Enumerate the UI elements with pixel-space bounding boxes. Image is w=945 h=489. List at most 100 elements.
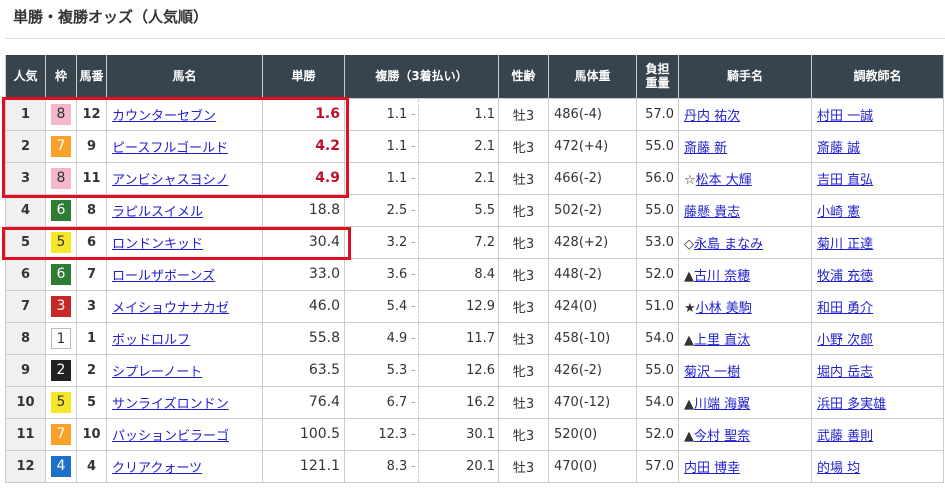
trainer-link[interactable]: 斎藤 誠 (817, 140, 861, 156)
waku-badge: 8 (51, 167, 71, 189)
horse-weight: 424(0) (548, 289, 638, 323)
jockey-link[interactable]: 藤懸 貴志 (684, 204, 741, 220)
place-odds-min: 4.9 (386, 330, 408, 346)
horse-name-link[interactable]: アンビシャスヨシノ (112, 172, 229, 188)
horse-name-link[interactable]: シプレーノート (112, 364, 203, 380)
popularity: 7 (5, 289, 46, 323)
horse-weight: 470(0) (548, 449, 638, 483)
trainer-link[interactable]: 武藤 善則 (817, 428, 874, 444)
jockey-link[interactable]: 川端 海翼 (694, 396, 751, 412)
horse-name-link[interactable]: ロンドンキッド (112, 236, 204, 252)
horse-name-link[interactable]: メイショウナナカゼ (112, 300, 230, 316)
waku-badge: 5 (51, 231, 71, 253)
trainer-link[interactable]: 吉田 直弘 (817, 172, 874, 188)
jockey-link[interactable]: 菊沢 一樹 (684, 364, 741, 380)
horse-number: 3 (76, 289, 107, 323)
place-odds-min: 3.2 (386, 234, 408, 250)
place-odds-min: 1.1 (386, 138, 408, 154)
table-row: 4 6 8 ラピルスイメル 18.8 2.5- 5.5 牝3 502(-2) 5… (5, 193, 945, 227)
header-weight[interactable]: 馬体重 (548, 55, 638, 99)
win-odds: 100.5 (262, 417, 345, 451)
header-jockey[interactable]: 騎手名 (678, 55, 813, 99)
win-odds: 33.0 (262, 257, 345, 291)
trainer-link[interactable]: 的場 均 (817, 460, 861, 476)
header-waku[interactable]: 枠 (45, 55, 77, 99)
horse-number: 5 (76, 385, 107, 419)
table-row: 7 3 3 メイショウナナカゼ 46.0 5.4- 12.9 牝3 424(0)… (5, 289, 945, 323)
horse-number: 4 (76, 449, 107, 483)
header-name[interactable]: 馬名 (106, 55, 263, 99)
place-odds-max: 12.6 (417, 353, 500, 387)
jockey-link[interactable]: 斎藤 新 (684, 140, 728, 156)
trainer-link[interactable]: 堀内 岳志 (817, 364, 874, 380)
horse-weight: 520(0) (548, 417, 638, 451)
jockey-link[interactable]: 上里 直汰 (694, 332, 751, 348)
header-load[interactable]: 負担 重量 (636, 55, 680, 99)
table-row: 6 6 7 ロールザボーンズ 33.0 3.6- 8.4 牝3 448(-2) … (5, 257, 945, 291)
waku-badge: 3 (51, 295, 71, 317)
trainer-link[interactable]: 菊川 正達 (817, 236, 874, 252)
header-place[interactable]: 複勝（3着払い） (343, 55, 500, 99)
horse-name-link[interactable]: ボッドロルフ (112, 332, 191, 348)
apprentice-mark: ▲ (684, 428, 695, 444)
jockey-link[interactable]: 永島 まなみ (694, 236, 764, 252)
range-dash: - (411, 266, 416, 282)
jockey-link[interactable]: 松本 大輝 (695, 172, 752, 188)
win-odds: 121.1 (262, 449, 345, 483)
horse-name-link[interactable]: カウンターセブン (112, 108, 217, 124)
horse-weight: 426(-2) (548, 353, 638, 387)
place-odds-max: 2.1 (417, 161, 500, 195)
jockey-link[interactable]: 内田 博幸 (684, 460, 741, 476)
waku-badge: 8 (51, 103, 71, 125)
popularity: 6 (5, 257, 46, 291)
header-num[interactable]: 馬番 (76, 55, 107, 99)
horse-number: 11 (76, 161, 107, 195)
popularity: 4 (5, 193, 46, 227)
load-weight: 56.0 (636, 161, 680, 195)
sex-age: 牡3 (498, 385, 550, 419)
place-odds-min: 3.6 (386, 266, 408, 282)
header-win[interactable]: 単勝 (262, 55, 345, 99)
horse-name-link[interactable]: ロールザボーンズ (112, 268, 216, 284)
horse-number: 1 (76, 321, 107, 355)
horse-name-link[interactable]: パッションビラーゴ (112, 428, 230, 444)
trainer-link[interactable]: 和田 勇介 (817, 300, 874, 316)
win-odds: 76.4 (262, 385, 345, 419)
win-odds: 46.0 (262, 289, 345, 323)
place-odds-min: 5.4 (386, 298, 408, 314)
waku-badge: 7 (51, 423, 71, 445)
trainer-link[interactable]: 村田 一誠 (817, 108, 874, 124)
place-odds-min: 1.1 (386, 170, 408, 186)
horse-name-link[interactable]: サンライズロンドン (112, 396, 229, 412)
popularity: 12 (5, 449, 46, 483)
sex-age: 牝3 (498, 225, 550, 259)
trainer-link[interactable]: 浜田 多実雄 (817, 396, 887, 412)
horse-name-link[interactable]: ピースフルゴールド (112, 140, 229, 156)
jockey-link[interactable]: 丹内 祐次 (684, 108, 741, 124)
trainer-link[interactable]: 小野 次郎 (817, 332, 874, 348)
trainer-link[interactable]: 小崎 憲 (817, 204, 861, 220)
table-row: 3 8 11 アンビシャスヨシノ 4.9 1.1- 2.1 牡3 466(-2)… (5, 161, 945, 195)
win-odds: 63.5 (262, 353, 345, 387)
jockey-link[interactable]: 今村 聖奈 (694, 428, 751, 444)
place-odds-min: 1.1 (386, 106, 408, 122)
jockey-link[interactable]: 小林 美駒 (695, 300, 752, 316)
table-header: 人気 枠 馬番 馬名 単勝 複勝（3着払い） 性齢 馬体重 負担 重量 騎手名 調… (5, 55, 945, 99)
place-odds-max: 30.1 (417, 417, 500, 451)
range-dash: - (411, 394, 416, 410)
trainer-link[interactable]: 牧浦 充徳 (817, 268, 874, 284)
range-dash: - (411, 234, 416, 250)
load-weight: 55.0 (636, 129, 680, 163)
header-trainer[interactable]: 調教師名 (811, 55, 945, 99)
horse-name-link[interactable]: クリアクォーツ (112, 460, 203, 476)
jockey-link[interactable]: 古川 奈穂 (694, 268, 751, 284)
horse-number: 10 (76, 417, 107, 451)
load-weight: 52.0 (636, 257, 680, 291)
range-dash: - (411, 298, 416, 314)
header-pop[interactable]: 人気 (5, 55, 46, 99)
highlight-box-pop5 (2, 227, 351, 260)
header-sexage[interactable]: 性齢 (498, 55, 550, 99)
horse-name-link[interactable]: ラピルスイメル (112, 204, 204, 220)
horse-number: 6 (76, 225, 107, 259)
horse-number: 8 (76, 193, 107, 227)
